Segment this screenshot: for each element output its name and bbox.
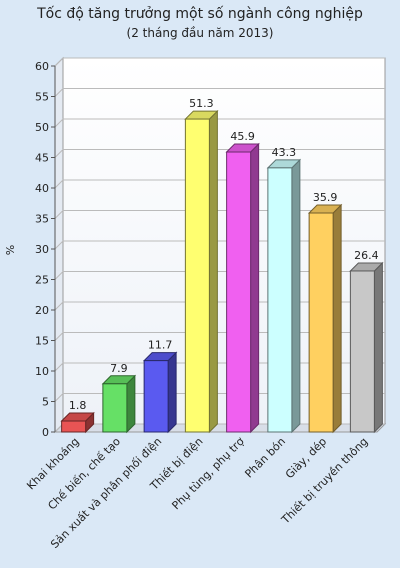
- bar-side: [208, 109, 218, 434]
- data-label: 45.9: [230, 130, 255, 143]
- bar-side: [291, 158, 301, 434]
- chart-subtitle: (2 tháng đầu năm 2013): [127, 26, 274, 40]
- data-label: 43.3: [272, 146, 297, 159]
- x-tick-label: Chế biến, chế tạo: [45, 435, 123, 513]
- y-tick-label: 55: [35, 91, 49, 104]
- grid-line: [54, 149, 385, 158]
- x-tick-label: Phụ tùng, phụ trợ: [169, 435, 246, 512]
- y-tick-label: 60: [35, 60, 49, 73]
- bar: [226, 151, 252, 433]
- bar-side: [126, 374, 136, 434]
- grid-line: [54, 88, 385, 97]
- bar: [267, 167, 293, 433]
- data-label: 35.9: [313, 191, 338, 204]
- data-label: 1.8: [69, 399, 87, 412]
- bar: [308, 212, 334, 433]
- chart-title: Tốc độ tăng trưởng một số ngành công ngh…: [36, 5, 363, 22]
- bar: [61, 420, 87, 433]
- y-tick-label: 40: [35, 182, 49, 195]
- y-tick-label: 25: [35, 274, 49, 287]
- bar-side: [332, 203, 342, 434]
- grid-line: [54, 118, 385, 128]
- y-tick-label: 10: [35, 365, 49, 378]
- y-tick-label: 50: [35, 121, 49, 134]
- bar-side: [250, 142, 260, 434]
- y-tick-label: 45: [35, 152, 49, 165]
- data-label: 7.9: [110, 362, 128, 375]
- data-label: 51.3: [189, 97, 214, 110]
- data-label: 26.4: [354, 249, 379, 262]
- y-axis-label: %: [4, 245, 17, 255]
- y-tick-label: 35: [35, 213, 49, 226]
- x-tick-label: Phân bón: [242, 435, 288, 481]
- bar-side: [167, 351, 177, 434]
- y-tick-label: 20: [35, 304, 49, 317]
- y-tick-label: 0: [42, 426, 49, 439]
- bar: [102, 383, 128, 433]
- bar-side: [373, 261, 383, 434]
- y-tick-label: 5: [42, 396, 49, 409]
- bar: [349, 270, 375, 433]
- y-tick-label: 15: [35, 335, 49, 348]
- y-tick-label: 30: [35, 243, 49, 256]
- grid-line: [54, 57, 385, 67]
- bar: [184, 118, 210, 433]
- data-label: 11.7: [148, 339, 173, 352]
- bar: [143, 360, 169, 433]
